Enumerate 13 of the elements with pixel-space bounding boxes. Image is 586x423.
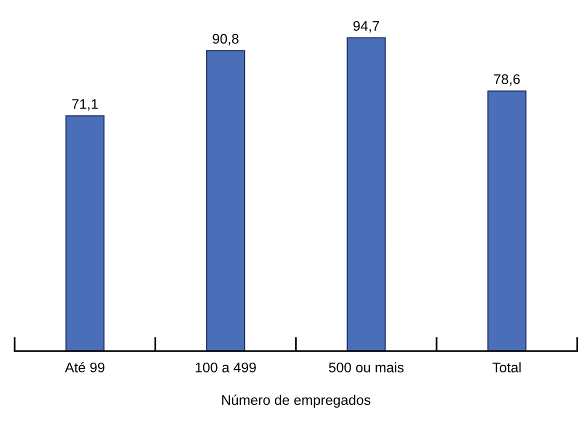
x-tick-label: Até 99 bbox=[64, 362, 104, 372]
data-label: 78,6 bbox=[494, 74, 520, 86]
data-label: 90,8 bbox=[212, 34, 239, 46]
x-tick-label: Total bbox=[492, 362, 521, 372]
x-axis-title: Número de empregados bbox=[222, 394, 370, 408]
bar bbox=[487, 90, 526, 352]
bar bbox=[346, 37, 386, 352]
bar bbox=[206, 50, 246, 352]
data-label: 94,7 bbox=[353, 21, 380, 32]
data-label: 71,1 bbox=[72, 99, 98, 111]
bar bbox=[65, 115, 105, 352]
x-tick-label: 500 ou mais bbox=[328, 362, 404, 372]
x-tick-label: 100 a 499 bbox=[196, 362, 256, 372]
